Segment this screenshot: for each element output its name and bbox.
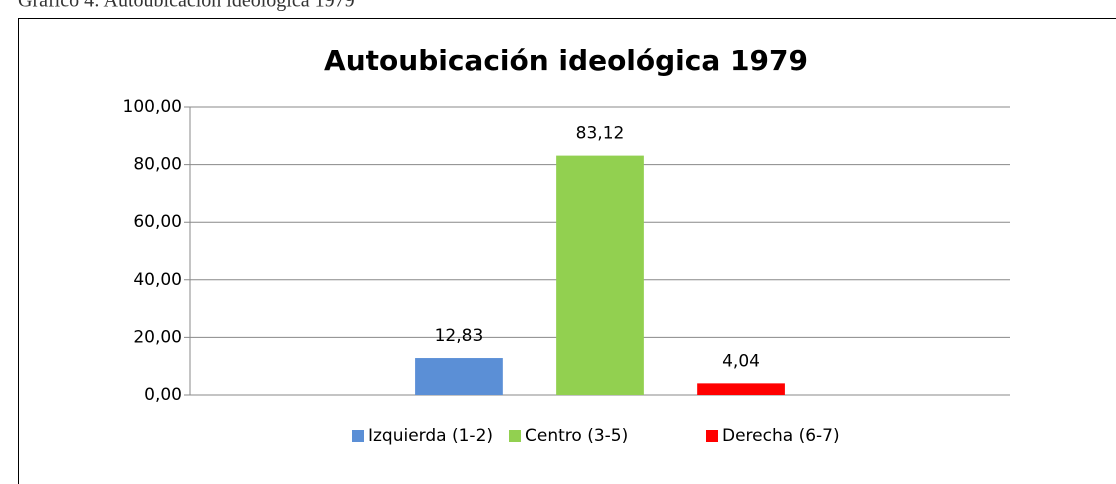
legend-label: Izquierda (1-2) [368,426,493,446]
legend-label: Centro (3-5) [525,426,628,446]
legend-swatch [509,430,521,442]
y-tick-label: 20,00 [133,327,182,347]
value-label: 4,04 [722,351,760,371]
y-tick-label: 60,00 [133,212,182,232]
legend-label: Derecha (6-7) [722,426,840,446]
legend-swatch [706,430,718,442]
value-label: 12,83 [435,326,484,346]
y-tick-label: 80,00 [133,155,182,175]
y-tick-label: 40,00 [133,270,182,290]
bar [556,155,644,395]
chart-title: Autoubicación ideológica 1979 [324,44,808,77]
y-tick-label: 100,00 [123,97,182,117]
bar [415,358,503,395]
y-tick-label: 0,00 [144,385,182,405]
caption: Gráfico 4: Autoubicación ideológica 1979 [18,0,355,12]
legend-swatch [352,430,364,442]
bar [697,383,785,395]
value-label: 83,12 [576,124,625,144]
